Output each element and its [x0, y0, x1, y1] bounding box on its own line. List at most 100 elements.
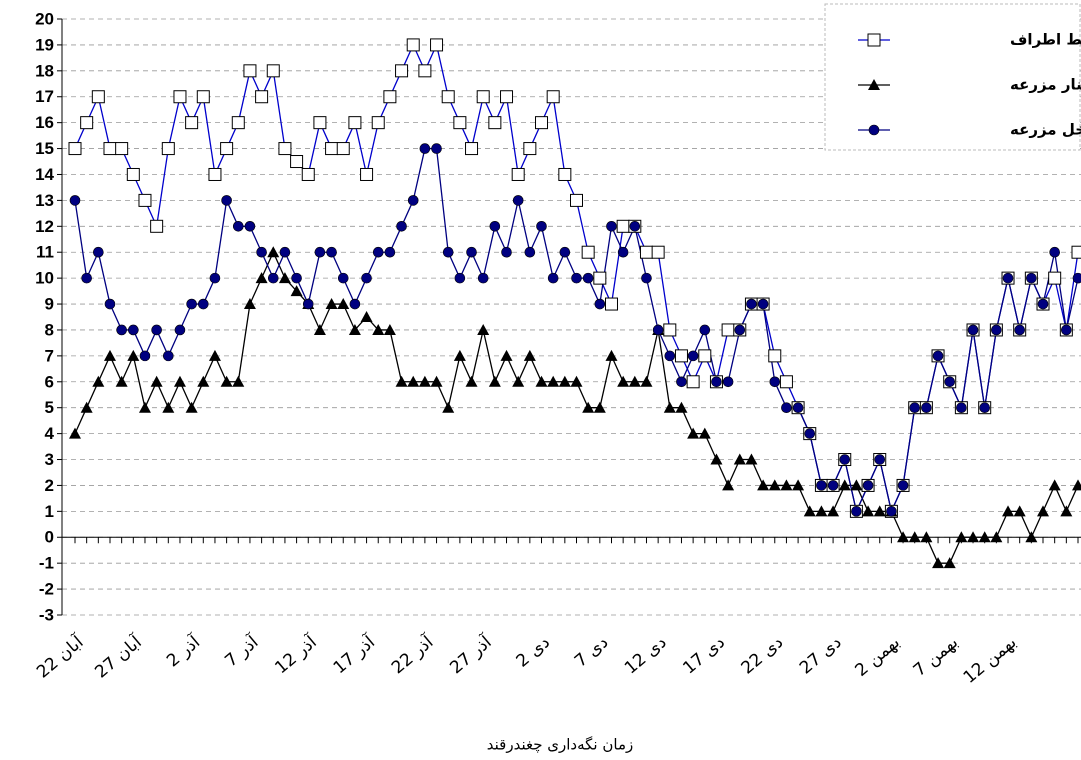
- marker: [711, 376, 722, 388]
- marker: [1037, 298, 1049, 310]
- marker: [115, 142, 129, 156]
- marker: [640, 375, 653, 387]
- y-tick-label: 19: [35, 35, 54, 54]
- marker: [546, 90, 560, 104]
- marker: [1048, 479, 1061, 491]
- marker: [489, 221, 501, 232]
- marker: [757, 298, 769, 310]
- x-tick-label: 17 دی: [679, 632, 729, 678]
- marker: [419, 143, 431, 154]
- marker: [93, 246, 104, 258]
- marker: [151, 324, 162, 336]
- marker: [69, 195, 81, 206]
- y-tick-label: 2: [45, 476, 54, 495]
- marker: [441, 90, 455, 104]
- y-tick-label: 10: [35, 269, 54, 288]
- marker: [604, 297, 618, 311]
- marker: [466, 246, 477, 258]
- x-tick-label: 17 آذر: [328, 630, 380, 678]
- marker: [617, 246, 629, 258]
- marker: [313, 116, 327, 130]
- y-tick-label: 13: [35, 191, 54, 210]
- marker: [255, 90, 269, 104]
- marker: [138, 193, 152, 207]
- x-tick-label: 27 آبان: [90, 630, 147, 682]
- y-tick-label: 16: [35, 113, 54, 132]
- marker: [699, 324, 711, 336]
- marker: [266, 64, 280, 78]
- marker: [570, 375, 583, 387]
- y-tick-label: 1: [45, 502, 54, 521]
- marker: [780, 479, 793, 491]
- marker: [733, 453, 746, 465]
- x-axis-title: زمان نگه‌داری چغندرقند: [487, 736, 633, 754]
- marker: [582, 272, 594, 284]
- y-tick-label: 5: [45, 398, 54, 417]
- marker: [571, 272, 582, 284]
- marker: [244, 221, 256, 232]
- marker: [1060, 505, 1073, 517]
- marker: [839, 454, 851, 465]
- marker: [243, 64, 257, 78]
- marker: [675, 401, 688, 413]
- marker: [454, 272, 466, 284]
- marker: [301, 167, 315, 181]
- marker: [313, 323, 326, 335]
- marker: [827, 480, 839, 491]
- marker: [652, 324, 664, 336]
- marker: [501, 246, 512, 258]
- marker: [476, 90, 490, 104]
- marker: [174, 324, 186, 336]
- marker: [850, 479, 863, 491]
- marker: [804, 428, 816, 439]
- legend-label: محیط اطراف: [1010, 31, 1081, 49]
- marker: [290, 285, 303, 297]
- marker: [407, 195, 419, 206]
- marker: [827, 505, 840, 517]
- marker: [721, 323, 735, 337]
- marker: [139, 350, 151, 362]
- marker: [407, 375, 420, 387]
- marker: [500, 349, 513, 361]
- x-tick-label: 22 آذر: [387, 630, 439, 678]
- marker: [967, 324, 979, 336]
- marker: [383, 323, 396, 335]
- marker: [908, 531, 921, 543]
- x-tick-label: 12 دی: [621, 632, 671, 678]
- marker: [500, 90, 514, 104]
- x-tick-label: 22 دی: [738, 632, 788, 678]
- marker: [161, 142, 175, 156]
- y-tick-label: 20: [35, 9, 54, 28]
- marker: [314, 246, 326, 258]
- marker: [337, 298, 350, 310]
- y-tick-label: -1: [39, 554, 54, 573]
- marker: [1072, 479, 1081, 491]
- marker: [290, 155, 304, 169]
- marker: [406, 38, 420, 52]
- marker: [722, 376, 734, 388]
- marker: [768, 479, 781, 491]
- marker: [256, 246, 267, 258]
- y-tick-label: 9: [45, 295, 54, 314]
- marker: [150, 219, 164, 233]
- marker: [868, 79, 880, 90]
- marker: [524, 246, 536, 258]
- marker: [127, 349, 140, 361]
- marker: [92, 375, 105, 387]
- marker: [278, 142, 292, 156]
- marker: [418, 375, 431, 387]
- marker: [255, 272, 268, 284]
- marker: [197, 298, 209, 310]
- marker: [465, 375, 478, 387]
- marker: [593, 271, 607, 285]
- marker: [128, 324, 139, 336]
- legend-label: کپه داخل مزرعه: [1010, 121, 1081, 140]
- marker: [372, 246, 384, 258]
- marker: [897, 480, 909, 491]
- marker: [523, 349, 536, 361]
- marker: [185, 401, 198, 413]
- x-tick-label: 7 بهمن: [910, 632, 962, 680]
- marker: [967, 531, 980, 543]
- marker: [162, 401, 175, 413]
- marker: [920, 531, 933, 543]
